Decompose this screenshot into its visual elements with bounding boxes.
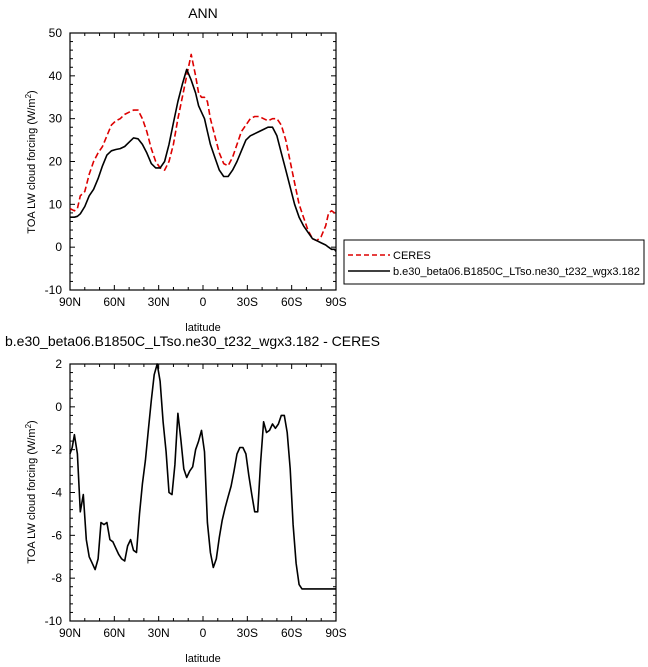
top-series-line-1 (70, 68, 337, 252)
bottom-series-line-0 (69, 363, 336, 590)
legend: CERES b.e30_beta06.B1850C_LTso.ne30_t232… (343, 239, 645, 285)
top-x-tick-label: 90N (59, 295, 81, 309)
top-x-tick-label: 90S (325, 295, 346, 309)
top-y-tick-label: -10 (45, 283, 63, 297)
bottom-x-tick-label: 0 (200, 626, 207, 640)
legend-label-model: b.e30_beta06.B1850C_LTso.ne30_t232_wgx3.… (393, 266, 640, 278)
bottom-y-tick-label: -4 (51, 486, 62, 500)
bottom-x-tick-label: 90N (59, 626, 81, 640)
bottom-x-tick-label: 60S (281, 626, 302, 640)
top-panel: ANN 90N 60N 30N 0 30S 60S 90S -10 0 10 20 30 40 50 la… (24, 5, 347, 334)
bottom-y-tick-label: -8 (51, 571, 62, 585)
bottom-y-tick-label: -6 (51, 528, 62, 542)
top-plot-frame (69, 32, 337, 291)
bottom-x-axis-label: latitude (185, 653, 220, 665)
top-y-tick-label: 20 (49, 155, 63, 169)
bottom-y-axis-label: TOA LW cloud forcing (W/m2) (24, 420, 39, 563)
bottom-chart-title: b.e30_beta06.B1850C_LTso.ne30_t232_wgx3.… (5, 333, 380, 349)
top-x-tick-label: 30S (237, 295, 258, 309)
bottom-plot-frame (69, 363, 337, 622)
top-y-tick-label: 0 (55, 240, 62, 254)
top-x-tick-label: 30N (148, 295, 170, 309)
top-x-tick-label: 60S (281, 295, 302, 309)
legend-label-ceres: CERES (393, 250, 431, 262)
bottom-x-tick-label: 90S (325, 626, 346, 640)
legend-box (343, 239, 645, 285)
bottom-x-tick-label: 30S (237, 626, 258, 640)
top-x-axis-label: latitude (185, 322, 220, 334)
top-y-tick-label: 10 (49, 197, 63, 211)
top-y-tick-label: 40 (49, 69, 63, 83)
bottom-x-tick-label: 30N (148, 626, 170, 640)
top-x-tick-label: 60N (103, 295, 125, 309)
top-y-tick-label: 30 (49, 112, 63, 126)
top-chart-title: ANN (188, 5, 218, 21)
top-y-tick-label: 50 (49, 26, 63, 40)
top-x-tick-label: 0 (200, 295, 207, 309)
bottom-y-tick-label: 2 (55, 357, 62, 371)
bottom-panel: b.e30_beta06.B1850C_LTso.ne30_t232_wgx3.… (5, 333, 380, 665)
bottom-y-tick-label: 0 (55, 400, 62, 414)
top-y-axis-label: TOA LW cloud forcing (W/m2) (24, 90, 39, 233)
bottom-y-tick-label: -2 (51, 443, 62, 457)
top-series-line-0 (69, 53, 336, 242)
bottom-y-tick-label: -10 (45, 614, 63, 628)
bottom-x-tick-label: 60N (103, 626, 125, 640)
